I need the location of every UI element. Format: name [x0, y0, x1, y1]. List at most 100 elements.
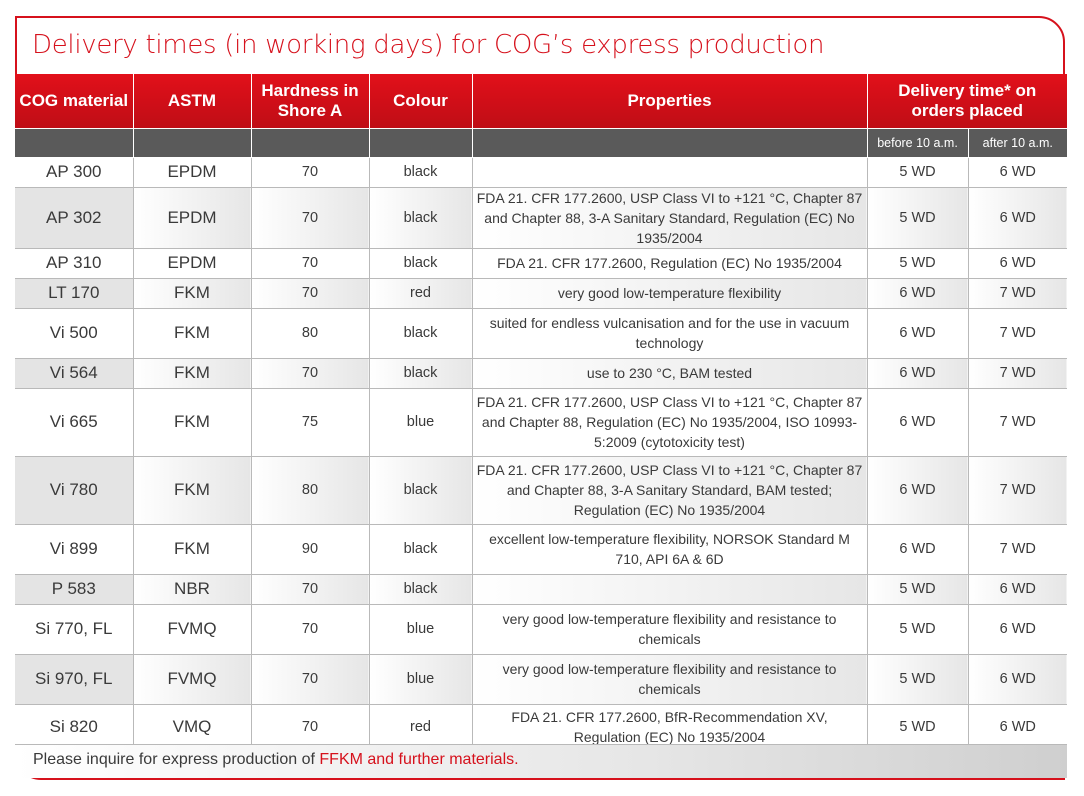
table-row: AP 310 EPDM 70 black FDA 21. CFR 177.2600, R… — [15, 247, 1067, 279]
header-colour: Colour — [368, 74, 473, 129]
subheader-before: before 10 a.m. — [866, 127, 969, 158]
subheader-empty — [132, 127, 252, 158]
table-row: P 583 NBR 70 black 5 WD 6 WD — [15, 573, 1067, 605]
cell-colour: black — [368, 573, 473, 605]
cell-astm: FKM — [132, 387, 252, 457]
cell-colour: red — [368, 703, 473, 751]
table-row: Vi 899 FKM 90 black excellent low-temperatur… — [15, 523, 1067, 575]
cell-hardness: 70 — [250, 186, 370, 249]
cell-astm: FVMQ — [132, 603, 252, 655]
cell-colour: red — [368, 277, 473, 309]
cell-hardness: 70 — [250, 156, 370, 188]
cell-after: 6 WD — [967, 653, 1067, 705]
subheader-row: before 10 a.m. after 10 a.m. — [15, 127, 1067, 158]
cell-material: P 583 — [15, 573, 134, 605]
cell-colour: black — [368, 523, 473, 575]
cell-properties: excellent low-temperature flexibility, N… — [471, 523, 868, 575]
cell-properties: FDA 21. CFR 177.2600, USP Class VI to +1… — [471, 387, 868, 457]
cell-after: 7 WD — [967, 523, 1067, 575]
cell-material: AP 300 — [15, 156, 134, 188]
cell-before: 6 WD — [866, 277, 969, 309]
cell-colour: black — [368, 156, 473, 188]
footer-text: Please inquire for express production of — [33, 751, 320, 768]
cell-after: 6 WD — [967, 703, 1067, 751]
table-row: AP 302 EPDM 70 black FDA 21. CFR 177.2600, U… — [15, 186, 1067, 249]
cell-after: 6 WD — [967, 156, 1067, 188]
cell-after: 6 WD — [967, 186, 1067, 249]
cell-astm: FKM — [132, 277, 252, 309]
cell-hardness: 70 — [250, 653, 370, 705]
subheader-empty — [15, 127, 134, 158]
cell-astm: EPDM — [132, 186, 252, 249]
cell-properties: very good low-temperature flexibility an… — [471, 603, 868, 655]
cell-hardness: 70 — [250, 603, 370, 655]
cell-properties — [471, 573, 868, 605]
cell-astm: NBR — [132, 573, 252, 605]
header-delivery: Delivery time* on orders placed — [866, 74, 1067, 129]
cell-properties: FDA 21. CFR 177.2600, USP Class VI to +1… — [471, 455, 868, 525]
cell-material: Vi 665 — [15, 387, 134, 457]
table-row: Vi 564 FKM 70 black use to 230 °C, BAM teste… — [15, 357, 1067, 389]
cell-properties: FDA 21. CFR 177.2600, Regulation (EC) No… — [471, 247, 868, 279]
table-row: Si 820 VMQ 70 red FDA 21. CFR 177.2600, BfR-… — [15, 703, 1067, 751]
table-row: AP 300 EPDM 70 black 5 WD 6 WD — [15, 156, 1067, 188]
cell-hardness: 80 — [250, 455, 370, 525]
subheader-empty — [471, 127, 868, 158]
cell-before: 6 WD — [866, 455, 969, 525]
footer-note: Please inquire for express production of… — [15, 744, 1067, 778]
table-row: Si 770, FL FVMQ 70 blue very good low-temper… — [15, 603, 1067, 655]
subheader-empty — [368, 127, 473, 158]
cell-material: Si 970, FL — [15, 653, 134, 705]
cell-before: 5 WD — [866, 573, 969, 605]
cell-astm: FKM — [132, 357, 252, 389]
cell-hardness: 70 — [250, 357, 370, 389]
cell-before: 6 WD — [866, 357, 969, 389]
cell-hardness: 80 — [250, 307, 370, 359]
cell-properties: suited for endless vulcanisation and for… — [471, 307, 868, 359]
cell-after: 6 WD — [967, 603, 1067, 655]
cell-colour: black — [368, 455, 473, 525]
cell-astm: FKM — [132, 307, 252, 359]
cell-properties: FDA 21. CFR 177.2600, BfR-Recommendation… — [471, 703, 868, 751]
subheader-after: after 10 a.m. — [967, 127, 1067, 158]
table-row: Vi 500 FKM 80 black suited for endless vulca… — [15, 307, 1067, 359]
cell-astm: VMQ — [132, 703, 252, 751]
page-title: Delivery times (in working days) for COG… — [32, 30, 825, 60]
delivery-table: COG material ASTM Hardness in Shore A Co… — [15, 74, 1067, 751]
cell-colour: blue — [368, 603, 473, 655]
cell-material: AP 302 — [15, 186, 134, 249]
cell-hardness: 70 — [250, 247, 370, 279]
cell-before: 6 WD — [866, 387, 969, 457]
cell-before: 5 WD — [866, 653, 969, 705]
cell-material: Vi 564 — [15, 357, 134, 389]
cell-material: Si 770, FL — [15, 603, 134, 655]
cell-before: 5 WD — [866, 247, 969, 279]
cell-after: 7 WD — [967, 307, 1067, 359]
cell-material: Vi 780 — [15, 455, 134, 525]
cell-colour: black — [368, 307, 473, 359]
cell-material: Si 820 — [15, 703, 134, 751]
cell-after: 7 WD — [967, 455, 1067, 525]
cell-before: 5 WD — [866, 703, 969, 751]
cell-colour: blue — [368, 653, 473, 705]
table-row: Vi 665 FKM 75 blue FDA 21. CFR 177.2600, USP… — [15, 387, 1067, 457]
cell-after: 7 WD — [967, 387, 1067, 457]
footer-highlight: FFKM and further materials. — [319, 751, 519, 768]
header-row: COG material ASTM Hardness in Shore A Co… — [15, 74, 1067, 129]
cell-astm: EPDM — [132, 247, 252, 279]
cell-material: LT 170 — [15, 277, 134, 309]
cell-material: Vi 899 — [15, 523, 134, 575]
cell-after: 6 WD — [967, 573, 1067, 605]
header-properties: Properties — [471, 74, 868, 129]
header-hardness: Hardness in Shore A — [250, 74, 370, 129]
header-astm: ASTM — [132, 74, 252, 129]
cell-colour: black — [368, 186, 473, 249]
cell-material: AP 310 — [15, 247, 134, 279]
table-row: Si 970, FL FVMQ 70 blue very good low-temper… — [15, 653, 1067, 705]
cell-hardness: 70 — [250, 703, 370, 751]
table-row: Vi 780 FKM 80 black FDA 21. CFR 177.2600, US… — [15, 455, 1067, 525]
cell-astm: FKM — [132, 455, 252, 525]
cell-before: 6 WD — [866, 307, 969, 359]
cell-astm: EPDM — [132, 156, 252, 188]
cell-hardness: 70 — [250, 277, 370, 309]
